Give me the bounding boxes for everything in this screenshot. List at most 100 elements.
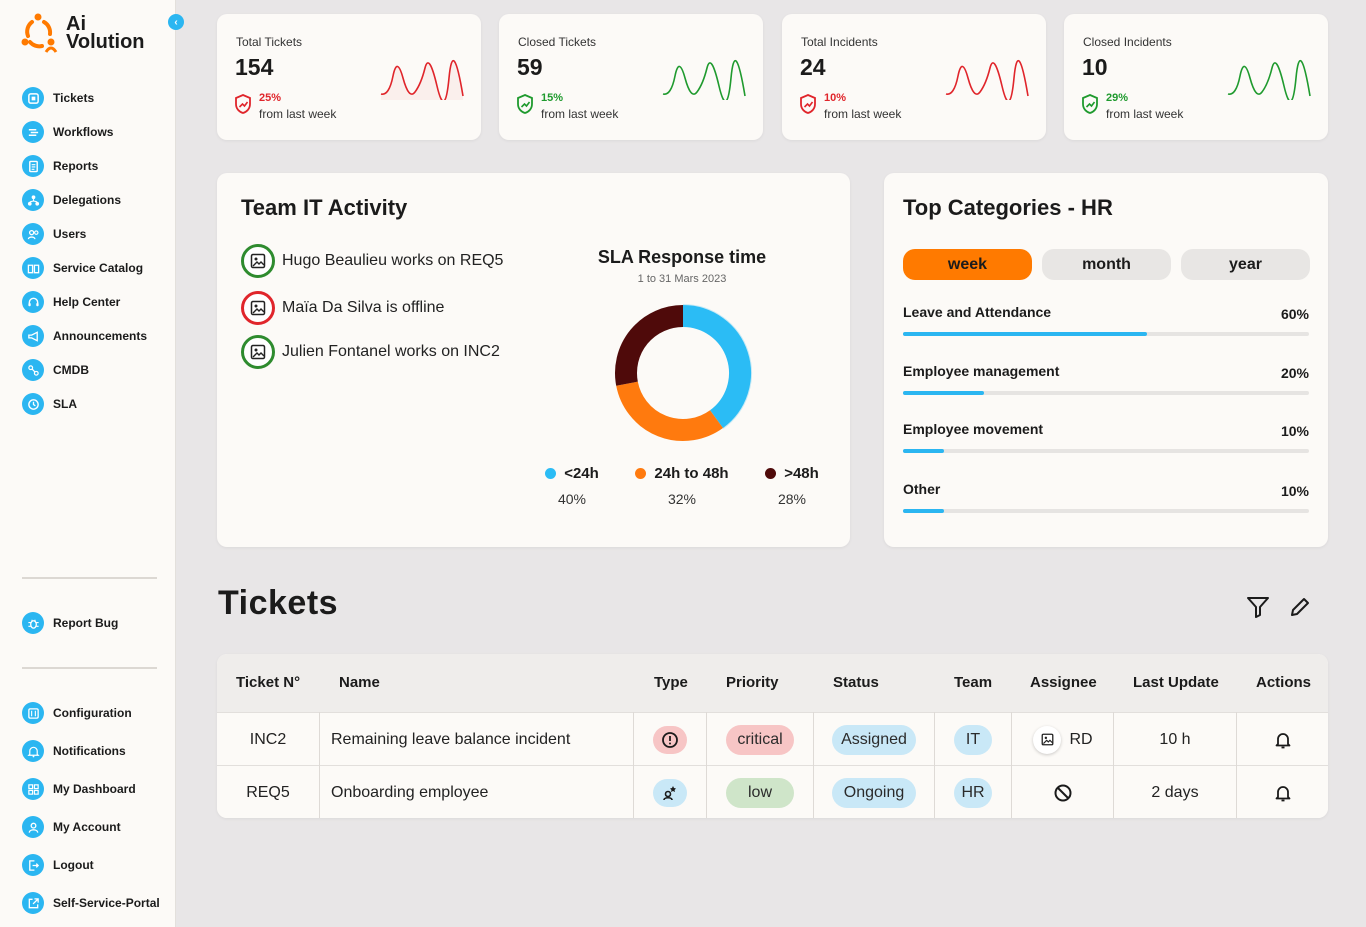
sidebar: Ai Volution Tickets Workflows Reports De… xyxy=(0,0,176,927)
alert-circle-icon xyxy=(653,725,687,754)
activity-item[interactable]: Maïa Da Silva is offline xyxy=(241,291,444,325)
stat-card-closed-tickets[interactable]: Closed Tickets 59 15% from last week xyxy=(499,14,763,140)
stat-card-total-tickets[interactable]: Total Tickets 154 25% from last week xyxy=(217,14,481,140)
logo-icon xyxy=(20,12,60,54)
period-year-button[interactable]: year xyxy=(1181,249,1310,280)
trend-check-badge-icon xyxy=(517,94,533,114)
assignee-cell[interactable]: RD xyxy=(1012,713,1114,766)
catalog-icon xyxy=(22,257,44,279)
category-progress-fill xyxy=(903,509,944,513)
column-divider xyxy=(1113,712,1114,818)
bug-icon xyxy=(22,612,44,634)
period-month-button[interactable]: month xyxy=(1042,249,1171,280)
sidebar-item-announcements[interactable]: Announcements xyxy=(22,319,147,353)
category-row[interactable]: Employee movement 10% xyxy=(903,421,1309,453)
trend-up-badge-icon xyxy=(235,94,251,114)
sparkline-chart xyxy=(662,60,746,100)
column-divider xyxy=(1011,712,1012,818)
period-week-button[interactable]: week xyxy=(903,249,1032,280)
ticket-icon xyxy=(22,87,44,109)
main-nav: Tickets Workflows Reports Delegations Us… xyxy=(22,81,147,421)
brand-logo[interactable]: Ai Volution xyxy=(20,12,145,54)
column-divider xyxy=(813,712,814,818)
status-badge: Assigned xyxy=(832,724,916,755)
column-divider xyxy=(1236,712,1237,818)
legend-value: 32% xyxy=(667,491,697,507)
donut-slice-lt24h[interactable] xyxy=(682,305,751,429)
sidebar-item-notifications[interactable]: Notifications xyxy=(22,732,160,770)
activity-item[interactable]: Julien Fontanel works on INC2 xyxy=(241,335,500,369)
priority-badge: low xyxy=(726,777,794,808)
donut-slice-24to48h[interactable] xyxy=(616,381,723,441)
sidebar-item-my-dashboard[interactable]: My Dashboard xyxy=(22,770,160,808)
activity-title: Team IT Activity xyxy=(241,195,408,220)
stat-card-closed-incidents[interactable]: Closed Incidents 10 29% from last week xyxy=(1064,14,1328,140)
team-badge: IT xyxy=(954,724,992,755)
logout-icon xyxy=(22,854,44,876)
avatar-image-icon xyxy=(241,244,275,278)
category-progress-track xyxy=(903,509,1309,513)
delegation-icon xyxy=(22,189,44,211)
team-badge: HR xyxy=(954,777,992,808)
sidebar-item-logout[interactable]: Logout xyxy=(22,846,160,884)
team-activity-card: Team IT Activity Hugo Beaulieu works on … xyxy=(217,173,850,547)
brand-name: Ai Volution xyxy=(66,13,145,53)
table-header: Ticket N° Name Type Priority Status Team… xyxy=(217,654,1328,712)
sidebar-item-cmdb[interactable]: CMDB xyxy=(22,353,147,387)
collapse-sidebar-button[interactable]: ‹ xyxy=(168,14,184,30)
column-divider xyxy=(319,712,320,818)
donut-slice-gt48h[interactable] xyxy=(615,305,684,386)
legend-value: 40% xyxy=(557,491,587,507)
sidebar-item-report-bug[interactable]: Report Bug xyxy=(22,606,118,640)
avatar-image-icon xyxy=(241,335,275,369)
sidebar-item-tickets[interactable]: Tickets xyxy=(22,81,147,115)
workflow-icon xyxy=(22,121,44,143)
trend-up-badge-icon xyxy=(800,94,816,114)
edit-pencil-icon[interactable] xyxy=(1287,594,1313,620)
sidebar-item-configuration[interactable]: Configuration xyxy=(22,694,160,732)
notify-bell-icon[interactable] xyxy=(1273,783,1293,803)
avatar xyxy=(1033,725,1062,754)
category-row[interactable]: Leave and Attendance 60% xyxy=(903,304,1309,336)
category-progress-track xyxy=(903,449,1309,453)
column-divider xyxy=(706,712,707,818)
sidebar-divider xyxy=(22,577,157,579)
tickets-section-title: Tickets xyxy=(218,584,339,622)
table-row[interactable]: INC2 Remaining leave balance incident cr… xyxy=(217,712,1328,765)
table-row[interactable]: REQ5 Onboarding employee low Ongoing HR … xyxy=(217,765,1328,818)
tickets-table: Ticket N° Name Type Priority Status Team… xyxy=(217,654,1328,818)
sidebar-divider xyxy=(22,667,157,669)
sidebar-item-sla[interactable]: SLA xyxy=(22,387,147,421)
category-progress-fill xyxy=(903,391,985,395)
sidebar-item-users[interactable]: Users xyxy=(22,217,147,251)
sidebar-item-reports[interactable]: Reports xyxy=(22,149,147,183)
sla-donut-chart xyxy=(615,304,752,441)
sidebar-item-delegations[interactable]: Delegations xyxy=(22,183,147,217)
cmdb-icon xyxy=(22,359,44,381)
category-row[interactable]: Other 10% xyxy=(903,481,1309,513)
category-progress-fill xyxy=(903,332,1147,336)
sla-chart-subtitle: 1 to 31 Mars 2023 xyxy=(637,273,727,285)
notify-bell-icon[interactable] xyxy=(1273,730,1293,750)
activity-item[interactable]: Hugo Beaulieu works on REQ5 xyxy=(241,244,503,278)
account-icon xyxy=(22,816,44,838)
headset-icon xyxy=(22,291,44,313)
users-icon xyxy=(22,223,44,245)
sidebar-item-self-service-portal[interactable]: Self-Service-Portal xyxy=(22,884,160,922)
filter-icon[interactable] xyxy=(1245,594,1271,620)
sidebar-item-workflows[interactable]: Workflows xyxy=(22,115,147,149)
sparkline-chart xyxy=(380,60,464,100)
sidebar-item-help-center[interactable]: Help Center xyxy=(22,285,147,319)
configuration-icon xyxy=(22,702,44,724)
category-progress-track xyxy=(903,332,1309,336)
megaphone-icon xyxy=(22,325,44,347)
stat-card-total-incidents[interactable]: Total Incidents 24 10% from last week xyxy=(782,14,1046,140)
category-row[interactable]: Employee management 20% xyxy=(903,363,1309,395)
priority-badge: critical xyxy=(726,724,794,755)
legend-dot xyxy=(765,468,777,479)
category-progress-track xyxy=(903,391,1309,395)
sidebar-item-service-catalog[interactable]: Service Catalog xyxy=(22,251,147,285)
sidebar-item-my-account[interactable]: My Account xyxy=(22,808,160,846)
legend-item-24to48h: 24h to 48h 32% xyxy=(632,465,732,507)
unassigned-icon[interactable] xyxy=(1053,783,1073,803)
